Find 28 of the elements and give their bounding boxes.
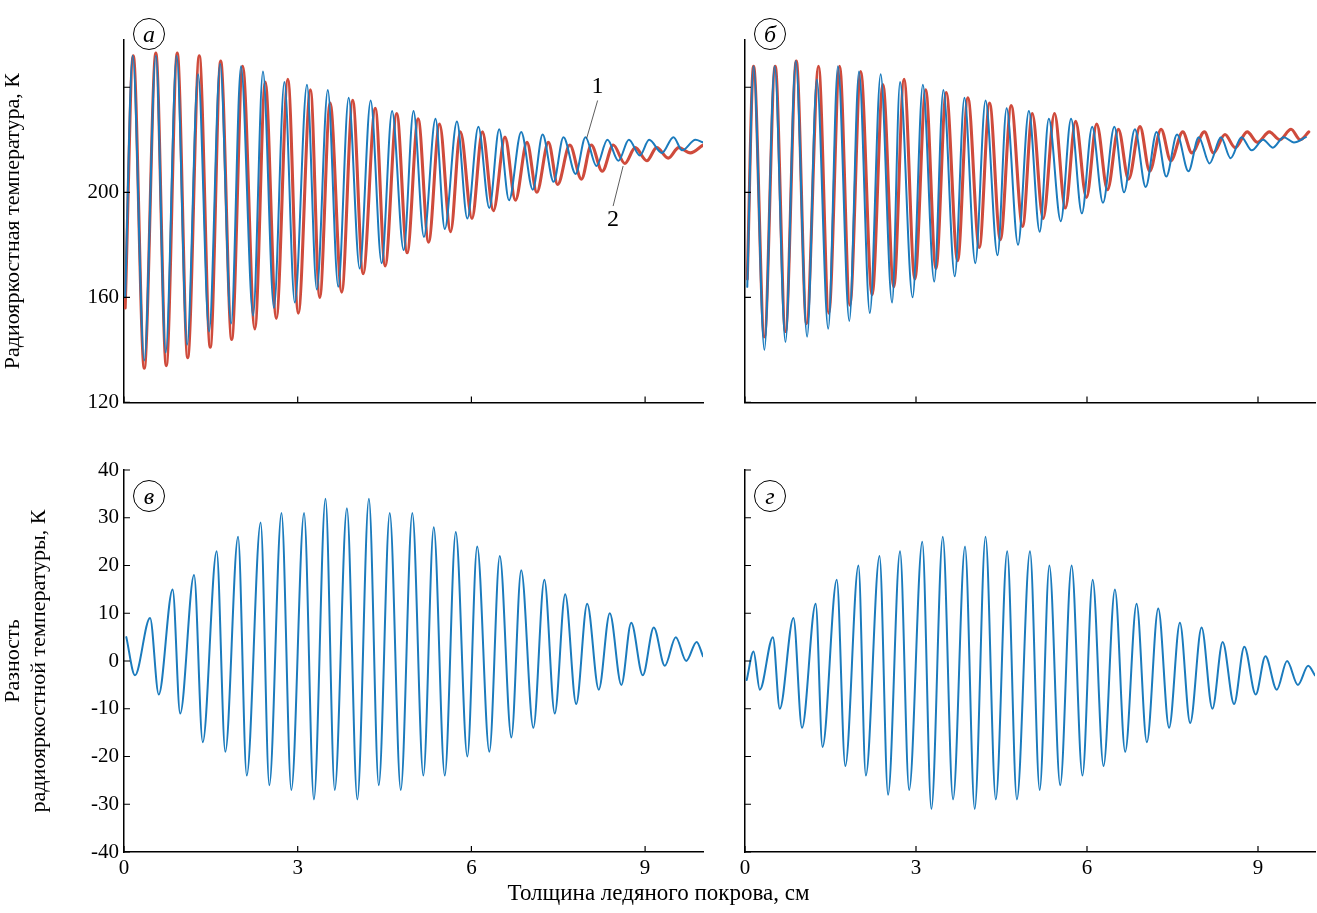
y-tick-label: -40 (91, 838, 119, 863)
x-tick-label: 9 (1252, 855, 1264, 880)
y-tick-label: -30 (91, 790, 119, 815)
x-tick-label: 6 (1081, 855, 1093, 880)
annotation: 2 (607, 205, 620, 232)
x-tick-label: 6 (466, 855, 477, 880)
y-tick-label: -20 (91, 743, 119, 768)
chart-title: б (754, 18, 786, 50)
x-tick-label: 3 (292, 855, 303, 880)
y-tick-label: 0 (108, 647, 119, 672)
y-axis-title: Разность радиояркостной температуры, К (0, 509, 51, 813)
x-axis-title: Толщина ледяного покрова, см (506, 880, 811, 906)
text: г (754, 480, 786, 512)
y-tick-label: 120 (87, 388, 119, 413)
y-axis-title: Радиояркостная температура, К (0, 72, 24, 370)
text: в (133, 480, 165, 512)
x-tick-label: 9 (639, 855, 651, 880)
x-tick-label: 3 (910, 855, 922, 880)
chart-title: а (133, 18, 165, 50)
y-tick-label: 40 (98, 456, 119, 481)
annotation: 1 (591, 71, 604, 98)
y-tick-label: 20 (98, 552, 119, 577)
y-tick-label: 30 (98, 504, 119, 529)
y-tick-label: 10 (98, 599, 119, 624)
y-tick-label: 160 (87, 283, 119, 308)
x-tick-label: 0 (739, 855, 751, 880)
y-tick-label: 200 (87, 178, 119, 203)
y-tick-label: -10 (91, 695, 119, 720)
